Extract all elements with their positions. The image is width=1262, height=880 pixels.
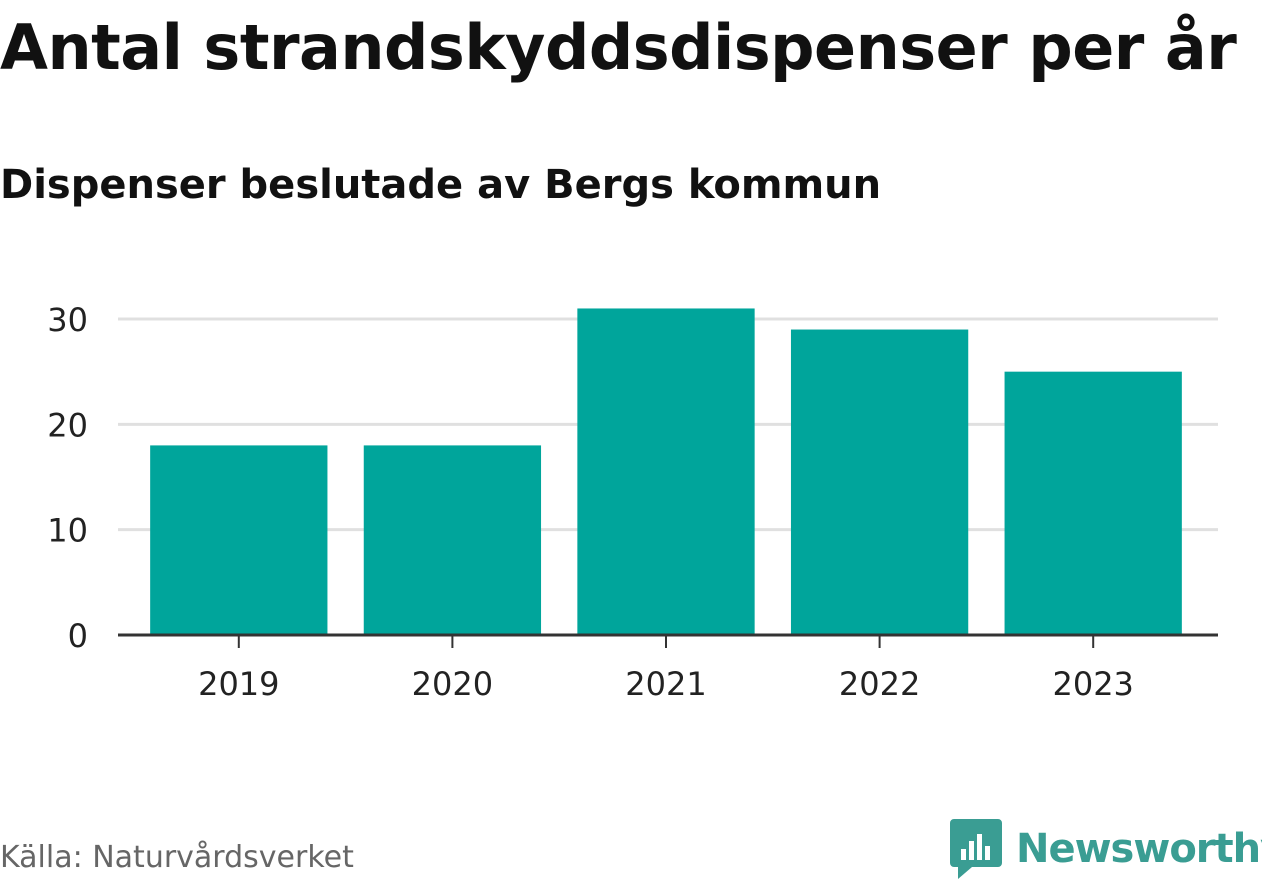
bar-chart-pin-icon: [950, 819, 1002, 879]
x-tick-label-2023: 2023: [1052, 665, 1133, 703]
axes: 0 10 20 30 2019 2020 2021 2022 2023: [47, 301, 1218, 703]
x-tick-label-2019: 2019: [198, 665, 279, 703]
source-note: Källa: Naturvårdsverket: [0, 840, 354, 875]
y-tick-label-20: 20: [47, 406, 88, 444]
y-tick-label-10: 10: [47, 512, 88, 550]
bar-2023: [1004, 371, 1182, 635]
bar-2021: [577, 308, 755, 635]
brand-name: Newsworthy: [1016, 826, 1262, 872]
y-tick-label-0: 0: [68, 617, 88, 655]
bar-2020: [363, 445, 542, 635]
x-tick-label-2021: 2021: [625, 665, 706, 703]
x-tick-label-2022: 2022: [839, 665, 920, 703]
y-tick-label-30: 30: [47, 301, 88, 339]
bars: [150, 308, 1182, 635]
bar-2022: [790, 329, 969, 635]
chart-subtitle: Dispenser beslutade av Bergs kommun: [0, 162, 882, 208]
bar-2019: [150, 445, 328, 635]
x-tick-label-2020: 2020: [412, 665, 493, 703]
brand-logo[interactable]: Newsworthy: [950, 818, 1262, 880]
chart-title: Antal strandskyddsdispenser per år: [0, 11, 1237, 84]
